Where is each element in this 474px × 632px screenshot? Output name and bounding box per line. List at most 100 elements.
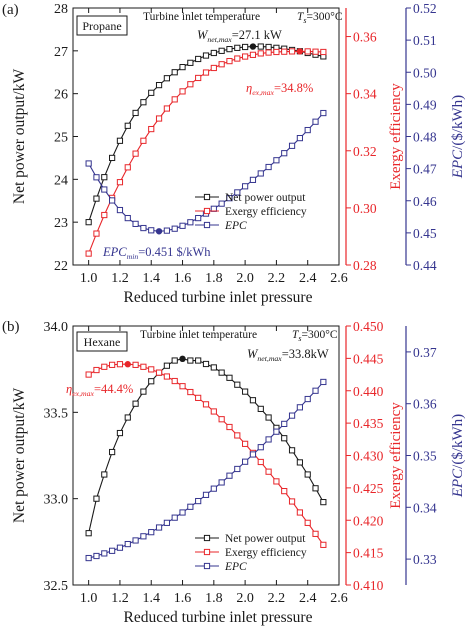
- data-point: [109, 448, 116, 456]
- data-point: [304, 471, 311, 478]
- data-point: [202, 491, 210, 498]
- data-point: [93, 195, 100, 202]
- legend-marker: [203, 534, 211, 542]
- data-point: [140, 137, 147, 144]
- data-point: [218, 369, 225, 376]
- data-point: [265, 43, 272, 51]
- data-point: [218, 61, 225, 68]
- data-point: [257, 170, 264, 177]
- x-tick-label: 2.2: [268, 591, 286, 606]
- data-point: [320, 378, 327, 386]
- x-tick-label: 1.8: [205, 591, 223, 606]
- data-point: [304, 48, 311, 55]
- data-point: [273, 428, 280, 435]
- data-point: [163, 227, 170, 234]
- data-point: [140, 388, 147, 395]
- x-tick-label: 2.4: [299, 591, 317, 606]
- data-point: [132, 109, 139, 117]
- data-point: [155, 115, 163, 122]
- blue-axis-label: EPC/($/kWh): [450, 95, 466, 179]
- data-point: [202, 69, 210, 76]
- blue-tick-label: 0.48: [413, 130, 437, 145]
- data-point: [257, 50, 264, 57]
- data-point: [109, 154, 116, 162]
- data-point: [93, 230, 100, 237]
- data-point: [281, 48, 288, 55]
- ts-text: Ts=300°C: [292, 329, 338, 343]
- highlight-point: [155, 228, 163, 235]
- ts-text: Ts=300°C: [297, 11, 343, 25]
- data-point: [109, 197, 116, 204]
- data-point: [257, 458, 264, 466]
- left-tick-label: 27: [54, 45, 68, 60]
- data-point: [109, 547, 116, 554]
- highlight-point: [249, 43, 257, 50]
- data-point: [226, 46, 233, 53]
- left-axis-label: Net power output/kW: [11, 388, 28, 524]
- data-point: [281, 435, 288, 442]
- data-point: [93, 552, 100, 560]
- legend-marker: [203, 221, 211, 229]
- highlight-point: [296, 48, 304, 55]
- data-point: [218, 47, 225, 54]
- data-point: [226, 195, 233, 202]
- x-tick-label: 1.2: [111, 271, 129, 286]
- data-point: [265, 414, 272, 421]
- data-point: [273, 48, 280, 56]
- data-point: [140, 533, 147, 540]
- red-tick-label: 0.425: [353, 481, 384, 496]
- data-point: [242, 183, 249, 190]
- fluid-box: [76, 15, 128, 36]
- data-point: [132, 537, 139, 544]
- x-tick-label: 2.6: [330, 271, 348, 286]
- data-point: [210, 49, 217, 57]
- data-point: [312, 48, 319, 55]
- blue-tick-label: 0.46: [413, 194, 437, 209]
- x-tick-label: 2.0: [236, 591, 254, 606]
- x-tick-label: 1.0: [80, 271, 98, 286]
- data-point: [195, 394, 202, 401]
- data-point: [195, 357, 202, 364]
- data-point: [148, 125, 155, 133]
- data-point: [148, 529, 155, 536]
- data-point: [210, 64, 217, 72]
- data-point: [195, 497, 202, 505]
- x-tick-label: 2.4: [299, 271, 317, 286]
- data-point: [218, 200, 225, 207]
- left-tick-label: 28: [54, 2, 68, 17]
- panel-label: (b): [2, 319, 20, 335]
- legend-marker: [203, 562, 211, 570]
- data-point: [249, 51, 257, 58]
- annotation-wmax: Wnet,max=27.1 kW: [197, 28, 282, 44]
- red-tick-label: 0.430: [353, 449, 384, 464]
- data-point: [155, 524, 163, 531]
- data-point: [288, 447, 296, 454]
- data-point: [171, 514, 178, 521]
- blue-tick-label: 0.51: [413, 33, 437, 48]
- blue-tick-label: 0.33: [413, 552, 437, 567]
- data-point: [202, 401, 210, 408]
- data-point: [124, 214, 131, 222]
- x-axis-label: Reduced turbine inlet pressure: [124, 609, 313, 626]
- blue-axis-label: EPC/($/kWh): [450, 414, 466, 498]
- legend-entry: Net power output: [225, 192, 306, 204]
- blue-tick-label: 0.36: [413, 397, 437, 412]
- data-point: [304, 126, 311, 134]
- blue-tick-label: 0.49: [413, 97, 437, 112]
- data-point: [234, 432, 241, 439]
- x-tick-label: 1.0: [80, 591, 98, 606]
- data-point: [288, 412, 296, 419]
- data-point: [312, 485, 319, 492]
- data-point: [226, 423, 233, 431]
- data-point: [320, 499, 327, 506]
- data-point: [242, 43, 249, 51]
- data-point: [249, 176, 257, 183]
- left-tick-label: 34.0: [44, 320, 69, 335]
- annotation-wmax: Wnet,max=33.8kW: [247, 347, 329, 363]
- data-point: [257, 43, 264, 50]
- blue-tick-label: 0.44: [413, 258, 437, 273]
- data-point: [187, 357, 194, 364]
- data-point: [234, 381, 241, 388]
- data-point: [234, 465, 241, 473]
